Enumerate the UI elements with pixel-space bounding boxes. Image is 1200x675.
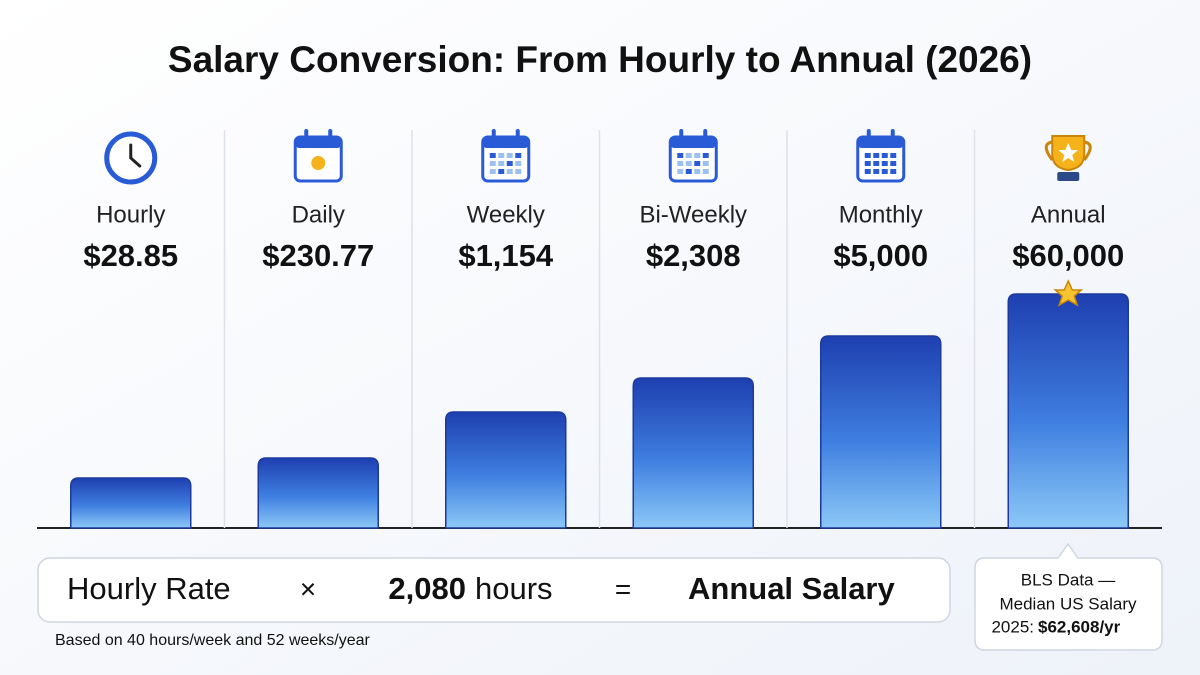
callout-line: BLS Data — xyxy=(1021,570,1116,589)
column-value: $1,154 xyxy=(458,238,554,273)
calendar-cell xyxy=(515,153,522,158)
title: Salary Conversion: From Hourly to Annual… xyxy=(168,39,1032,80)
bar xyxy=(820,335,942,529)
icon xyxy=(481,129,531,183)
column-value: $230.77 xyxy=(262,238,374,273)
calendar-cell xyxy=(873,161,880,166)
column-value: $5,000 xyxy=(833,238,928,273)
calendar-cell xyxy=(694,153,701,158)
calendar-cell xyxy=(873,169,880,174)
footnote: Based on 40 hours/week and 52 weeks/year xyxy=(55,632,371,649)
clock-hands xyxy=(129,143,142,168)
calendar-cell xyxy=(677,161,684,166)
callout-value: $62,608/yr xyxy=(1038,617,1121,636)
callout-line: Median US Salary xyxy=(999,594,1137,613)
callout-box xyxy=(974,542,1163,651)
calendar-cell xyxy=(677,153,684,158)
calendar-cell xyxy=(498,153,505,158)
icon xyxy=(856,129,906,183)
calendar-cell xyxy=(881,161,888,166)
calendar-cell xyxy=(506,153,513,158)
column-label: Weekly xyxy=(467,201,545,228)
calendar-cell xyxy=(489,161,496,166)
formula-right: Annual Salary xyxy=(688,571,895,606)
formula-left: Hourly Rate xyxy=(67,571,231,606)
calendar-cell xyxy=(498,169,505,174)
icon xyxy=(293,129,343,183)
calendar-cell xyxy=(489,153,496,158)
calendar-header xyxy=(857,137,904,148)
calendar-rings xyxy=(866,129,895,144)
calendar-cell xyxy=(890,161,897,166)
callout-line: 2025: xyxy=(991,617,1034,636)
star xyxy=(1053,279,1084,307)
calendar-cell xyxy=(694,161,701,166)
bar xyxy=(70,477,192,529)
column-label: Bi-Weekly xyxy=(639,201,747,228)
calendar-cell xyxy=(685,153,692,158)
calendar-cell xyxy=(506,161,513,166)
formula-hours-unit: hours xyxy=(475,571,553,606)
column-value: $2,308 xyxy=(646,238,741,273)
bar xyxy=(1007,293,1129,529)
calendar-cell xyxy=(677,169,684,174)
calendar-cell xyxy=(515,161,522,166)
column-label: Daily xyxy=(292,201,345,228)
bar xyxy=(445,411,567,529)
calendar-rings xyxy=(491,129,520,144)
calendar-cell xyxy=(864,169,871,174)
column-label: Annual xyxy=(1031,201,1106,228)
icon xyxy=(1044,135,1092,181)
formula-box xyxy=(37,557,951,623)
calendar-cell xyxy=(489,169,496,174)
calendar-cell xyxy=(873,153,880,158)
icon xyxy=(104,131,158,185)
calendar-cell xyxy=(685,169,692,174)
calendar-rings xyxy=(304,129,333,144)
trophy-handles xyxy=(1044,140,1092,161)
formula-times: × xyxy=(300,573,316,604)
formula-hours-number: 2,080 xyxy=(388,571,466,606)
calendar-cell xyxy=(864,161,871,166)
bar xyxy=(632,377,754,529)
calendar-cell xyxy=(890,153,897,158)
column-label: Monthly xyxy=(839,201,923,228)
trophy-star xyxy=(1058,143,1079,162)
calendar-header xyxy=(295,137,342,148)
calendar-header xyxy=(670,137,717,148)
calendar-cell xyxy=(694,169,701,174)
formula-equals: = xyxy=(615,573,631,604)
calendar-dot xyxy=(311,156,326,170)
column-label: Hourly xyxy=(96,201,165,228)
calendar-cell xyxy=(881,153,888,158)
calendar-cell xyxy=(890,169,897,174)
calendar-cell xyxy=(702,153,709,158)
calendar-cell xyxy=(702,169,709,174)
calendar-header xyxy=(482,137,529,148)
column-value: $60,000 xyxy=(1012,238,1124,273)
calendar-rings xyxy=(679,129,708,144)
calendar-cell xyxy=(498,161,505,166)
trophy-base xyxy=(1057,172,1080,181)
calendar-cell xyxy=(506,169,513,174)
calendar-cell xyxy=(685,161,692,166)
column-value: $28.85 xyxy=(83,238,178,273)
calendar-cell xyxy=(515,169,522,174)
calendar-cell xyxy=(864,153,871,158)
icon xyxy=(668,129,718,183)
bar xyxy=(257,457,379,529)
calendar-cell xyxy=(881,169,888,174)
calendar-cell xyxy=(702,161,709,166)
